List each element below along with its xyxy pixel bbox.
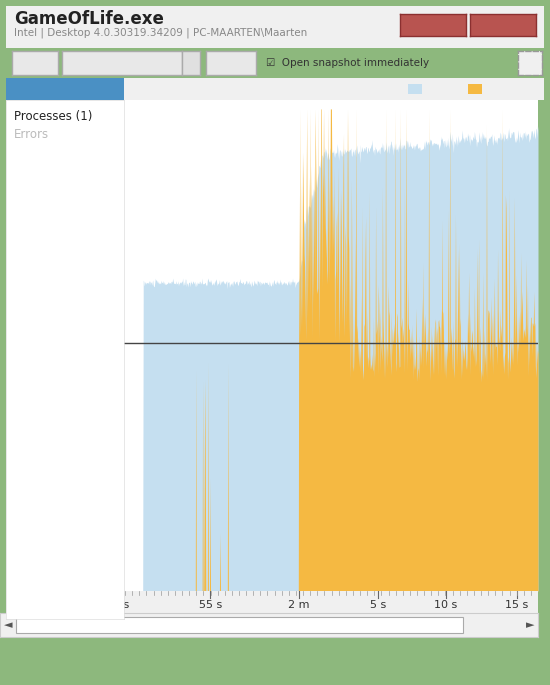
Text: ☑  Open snapshot immediately: ☑ Open snapshot immediately — [266, 58, 429, 68]
FancyBboxPatch shape — [16, 616, 463, 634]
Text: Intel | Desktop 4.0.30319.34209 | PC-MAARTEN\Maarten: Intel | Desktop 4.0.30319.34209 | PC-MAA… — [14, 28, 307, 38]
Text: Drop: Drop — [218, 58, 244, 68]
Text: Processes (1): Processes (1) — [14, 110, 92, 123]
Text: ↔  Snapshot: ↔ Snapshot — [324, 84, 388, 94]
Text: Realtime Data: Realtime Data — [18, 82, 112, 95]
Text: Memory: Memory — [424, 84, 466, 94]
Text: ✓: ✓ — [525, 56, 535, 69]
Text: Kill All: Kill All — [482, 18, 524, 32]
Text: GameOfLife.exe: GameOfLife.exe — [14, 10, 164, 28]
Text: 15 s: 15 s — [505, 600, 529, 610]
Text: 10 s: 10 s — [434, 600, 457, 610]
Text: Detach: Detach — [410, 18, 456, 32]
Text: ►: ► — [526, 620, 534, 630]
Text: ▼: ▼ — [187, 58, 195, 68]
Text: 55 s: 55 s — [199, 600, 222, 610]
Text: 50 s: 50 s — [106, 600, 130, 610]
Text: 2 m: 2 m — [288, 600, 309, 610]
Text: CPU: CPU — [484, 84, 505, 94]
Text: 5 s: 5 s — [370, 600, 387, 610]
Text: ◄: ◄ — [4, 620, 12, 630]
Text: Start: Start — [21, 58, 49, 68]
Text: Errors: Errors — [14, 128, 49, 141]
Text: Get Snapshot'n'Wait: Get Snapshot'n'Wait — [69, 58, 175, 68]
